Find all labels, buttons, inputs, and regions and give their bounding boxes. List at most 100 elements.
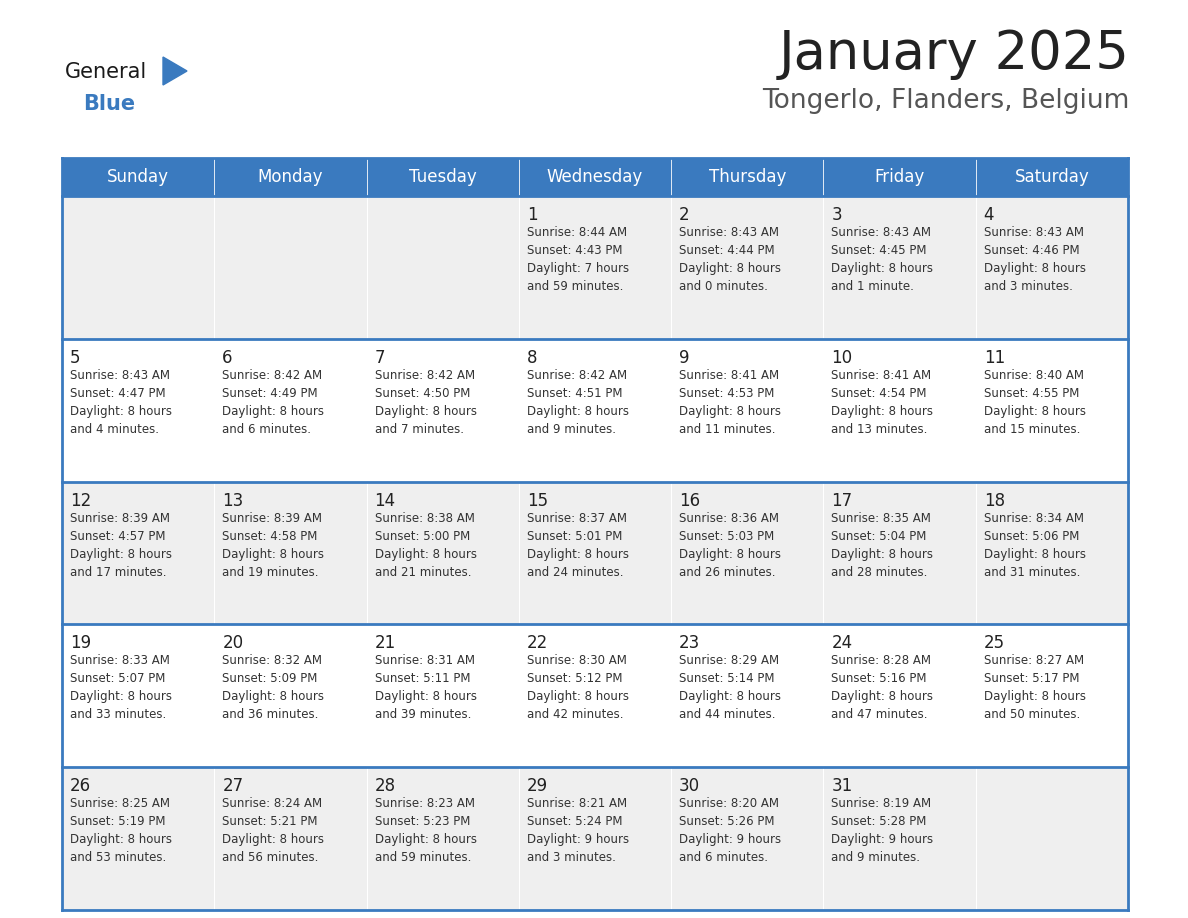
Text: Sunrise: 8:23 AM
Sunset: 5:23 PM
Daylight: 8 hours
and 59 minutes.: Sunrise: 8:23 AM Sunset: 5:23 PM Dayligh… [374,797,476,864]
Bar [519,624,671,767]
Text: Sunrise: 8:40 AM
Sunset: 4:55 PM
Daylight: 8 hours
and 15 minutes.: Sunrise: 8:40 AM Sunset: 4:55 PM Dayligh… [984,369,1086,436]
Text: Sunrise: 8:33 AM
Sunset: 5:07 PM
Daylight: 8 hours
and 33 minutes.: Sunrise: 8:33 AM Sunset: 5:07 PM Dayligh… [70,655,172,722]
Text: 5: 5 [70,349,81,367]
Text: 26: 26 [70,778,91,795]
Bar [975,482,1127,624]
Bar [519,482,671,624]
Text: 13: 13 [222,492,244,509]
Text: 6: 6 [222,349,233,367]
Text: Sunrise: 8:27 AM
Sunset: 5:17 PM
Daylight: 8 hours
and 50 minutes.: Sunrise: 8:27 AM Sunset: 5:17 PM Dayligh… [984,655,1086,722]
Bar [214,624,367,767]
Text: Sunrise: 8:41 AM
Sunset: 4:53 PM
Daylight: 8 hours
and 11 minutes.: Sunrise: 8:41 AM Sunset: 4:53 PM Dayligh… [680,369,782,436]
Text: January 2025: January 2025 [779,28,1130,80]
Bar [214,158,367,196]
Text: 19: 19 [70,634,91,653]
Text: 27: 27 [222,778,244,795]
Bar [671,196,823,339]
Bar [975,196,1127,339]
Bar [975,767,1127,910]
Text: 24: 24 [832,634,853,653]
Text: Sunrise: 8:31 AM
Sunset: 5:11 PM
Daylight: 8 hours
and 39 minutes.: Sunrise: 8:31 AM Sunset: 5:11 PM Dayligh… [374,655,476,722]
Bar [823,767,975,910]
Bar [519,767,671,910]
Text: Blue: Blue [83,94,135,114]
Text: Sunrise: 8:39 AM
Sunset: 4:57 PM
Daylight: 8 hours
and 17 minutes.: Sunrise: 8:39 AM Sunset: 4:57 PM Dayligh… [70,511,172,578]
Text: 1: 1 [526,206,537,224]
Text: Tongerlo, Flanders, Belgium: Tongerlo, Flanders, Belgium [763,88,1130,114]
Bar [62,196,214,339]
Text: Monday: Monday [258,168,323,186]
Text: Sunrise: 8:37 AM
Sunset: 5:01 PM
Daylight: 8 hours
and 24 minutes.: Sunrise: 8:37 AM Sunset: 5:01 PM Dayligh… [526,511,628,578]
Text: Sunrise: 8:43 AM
Sunset: 4:46 PM
Daylight: 8 hours
and 3 minutes.: Sunrise: 8:43 AM Sunset: 4:46 PM Dayligh… [984,226,1086,293]
Text: 14: 14 [374,492,396,509]
Text: Saturday: Saturday [1015,168,1089,186]
Bar [671,158,823,196]
Bar [823,158,975,196]
Bar [62,339,214,482]
Text: 31: 31 [832,778,853,795]
Bar [823,482,975,624]
Bar [823,196,975,339]
Bar [671,482,823,624]
Bar [975,339,1127,482]
Text: 7: 7 [374,349,385,367]
Text: 20: 20 [222,634,244,653]
Text: Tuesday: Tuesday [409,168,476,186]
Text: 10: 10 [832,349,853,367]
Text: 18: 18 [984,492,1005,509]
Text: Sunrise: 8:30 AM
Sunset: 5:12 PM
Daylight: 8 hours
and 42 minutes.: Sunrise: 8:30 AM Sunset: 5:12 PM Dayligh… [526,655,628,722]
Text: 15: 15 [526,492,548,509]
Polygon shape [163,57,187,85]
Bar [367,196,519,339]
Bar [367,339,519,482]
Text: 8: 8 [526,349,537,367]
Text: 21: 21 [374,634,396,653]
Bar [367,767,519,910]
Text: 4: 4 [984,206,994,224]
Bar [62,624,214,767]
Text: Sunrise: 8:41 AM
Sunset: 4:54 PM
Daylight: 8 hours
and 13 minutes.: Sunrise: 8:41 AM Sunset: 4:54 PM Dayligh… [832,369,934,436]
Text: 25: 25 [984,634,1005,653]
Text: Sunday: Sunday [107,168,169,186]
Text: Wednesday: Wednesday [546,168,643,186]
Text: Sunrise: 8:44 AM
Sunset: 4:43 PM
Daylight: 7 hours
and 59 minutes.: Sunrise: 8:44 AM Sunset: 4:43 PM Dayligh… [526,226,628,293]
Text: 2: 2 [680,206,690,224]
Text: Sunrise: 8:42 AM
Sunset: 4:49 PM
Daylight: 8 hours
and 6 minutes.: Sunrise: 8:42 AM Sunset: 4:49 PM Dayligh… [222,369,324,436]
Bar [975,158,1127,196]
Text: 29: 29 [526,778,548,795]
Bar [671,339,823,482]
Bar [367,158,519,196]
Bar [367,482,519,624]
Text: 30: 30 [680,778,700,795]
Bar [671,624,823,767]
Bar [823,624,975,767]
Bar [519,158,671,196]
Text: Sunrise: 8:43 AM
Sunset: 4:45 PM
Daylight: 8 hours
and 1 minute.: Sunrise: 8:43 AM Sunset: 4:45 PM Dayligh… [832,226,934,293]
Bar [62,158,214,196]
Bar [62,767,214,910]
Bar [214,196,367,339]
Text: 3: 3 [832,206,842,224]
Bar [519,196,671,339]
Text: Sunrise: 8:29 AM
Sunset: 5:14 PM
Daylight: 8 hours
and 44 minutes.: Sunrise: 8:29 AM Sunset: 5:14 PM Dayligh… [680,655,782,722]
Bar [214,767,367,910]
Bar [367,624,519,767]
Bar [519,339,671,482]
Text: Sunrise: 8:25 AM
Sunset: 5:19 PM
Daylight: 8 hours
and 53 minutes.: Sunrise: 8:25 AM Sunset: 5:19 PM Dayligh… [70,797,172,864]
Bar [823,339,975,482]
Bar [62,482,214,624]
Text: Sunrise: 8:42 AM
Sunset: 4:50 PM
Daylight: 8 hours
and 7 minutes.: Sunrise: 8:42 AM Sunset: 4:50 PM Dayligh… [374,369,476,436]
Text: Sunrise: 8:42 AM
Sunset: 4:51 PM
Daylight: 8 hours
and 9 minutes.: Sunrise: 8:42 AM Sunset: 4:51 PM Dayligh… [526,369,628,436]
Text: Sunrise: 8:20 AM
Sunset: 5:26 PM
Daylight: 9 hours
and 6 minutes.: Sunrise: 8:20 AM Sunset: 5:26 PM Dayligh… [680,797,782,864]
Text: Sunrise: 8:34 AM
Sunset: 5:06 PM
Daylight: 8 hours
and 31 minutes.: Sunrise: 8:34 AM Sunset: 5:06 PM Dayligh… [984,511,1086,578]
Text: Sunrise: 8:36 AM
Sunset: 5:03 PM
Daylight: 8 hours
and 26 minutes.: Sunrise: 8:36 AM Sunset: 5:03 PM Dayligh… [680,511,782,578]
Text: 28: 28 [374,778,396,795]
Text: 16: 16 [680,492,700,509]
Text: Thursday: Thursday [708,168,786,186]
Text: Sunrise: 8:35 AM
Sunset: 5:04 PM
Daylight: 8 hours
and 28 minutes.: Sunrise: 8:35 AM Sunset: 5:04 PM Dayligh… [832,511,934,578]
Bar [671,767,823,910]
Text: Sunrise: 8:19 AM
Sunset: 5:28 PM
Daylight: 9 hours
and 9 minutes.: Sunrise: 8:19 AM Sunset: 5:28 PM Dayligh… [832,797,934,864]
Text: Sunrise: 8:38 AM
Sunset: 5:00 PM
Daylight: 8 hours
and 21 minutes.: Sunrise: 8:38 AM Sunset: 5:00 PM Dayligh… [374,511,476,578]
Bar [214,339,367,482]
Text: General: General [65,62,147,82]
